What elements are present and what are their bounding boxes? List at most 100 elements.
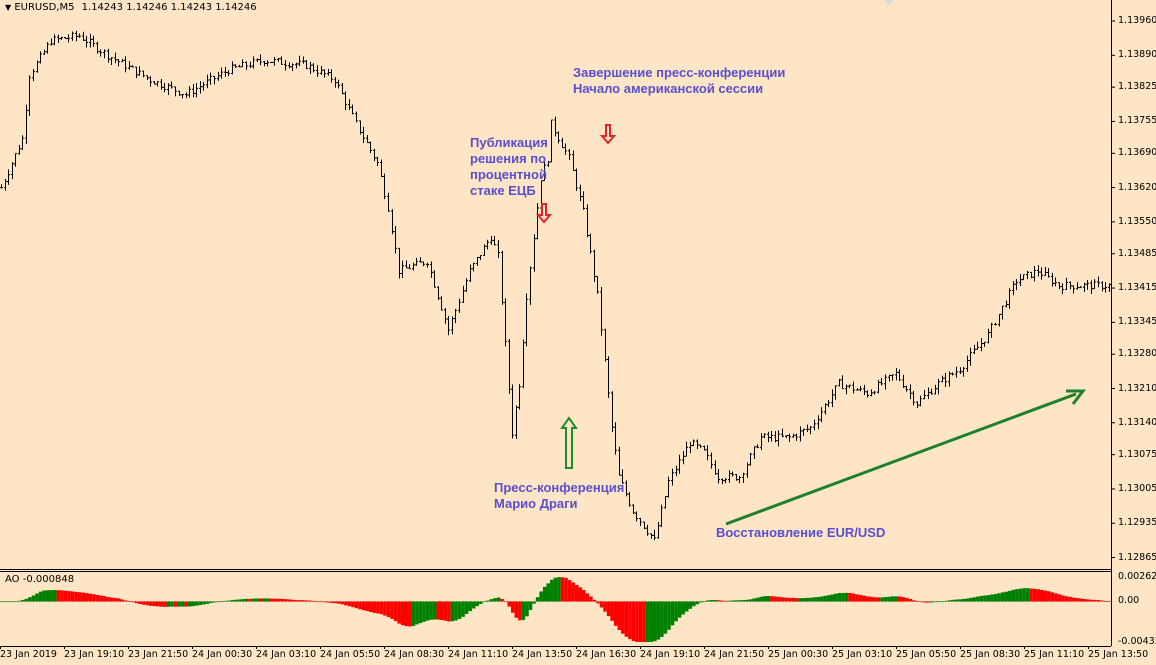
- ao-bar: [471, 601, 476, 609]
- ao-bar: [180, 601, 185, 607]
- ao-bar: [926, 601, 930, 603]
- ao-bar: [873, 597, 877, 602]
- ao-bar: [85, 593, 89, 602]
- ao-bar: [244, 598, 249, 602]
- ao-bar: [390, 601, 394, 619]
- ao-tick-label: 0.002621: [1118, 571, 1156, 582]
- ao-bar: [1022, 588, 1026, 602]
- ao-bar: [567, 580, 572, 602]
- ao-bar: [10, 601, 14, 603]
- ao-bar: [862, 595, 866, 602]
- ao-bar: [152, 601, 156, 607]
- ao-bar: [599, 601, 604, 608]
- ao-bar: [464, 601, 469, 614]
- ao-bar: [202, 601, 206, 605]
- ao-bar: [223, 600, 227, 602]
- ao-bar: [905, 597, 909, 602]
- ao-bar: [24, 598, 29, 602]
- ao-bar: [1047, 591, 1051, 602]
- ao-bar: [649, 601, 653, 642]
- time-tick-label: 23 Jan 19:10: [64, 649, 125, 660]
- ao-bar: [777, 596, 781, 602]
- ao-bar: [124, 600, 128, 602]
- ao-bar: [21, 599, 25, 602]
- ao-bar: [1004, 591, 1008, 602]
- ao-bar: [1079, 598, 1083, 602]
- ao-bar: [1107, 601, 1111, 602]
- ao-bar: [606, 601, 611, 617]
- ao-bar: [752, 598, 756, 602]
- time-tick-label: 24 Jan 03:10: [256, 649, 317, 660]
- ao-bar: [1086, 599, 1090, 602]
- ao-bar: [844, 592, 849, 602]
- ao-bar: [702, 601, 707, 602]
- ao-bar: [731, 600, 735, 602]
- ao-bar: [31, 595, 36, 602]
- time-tick-label: 24 Jan 11:10: [448, 649, 509, 660]
- ao-bar: [447, 601, 451, 622]
- ao-bar: [770, 596, 774, 602]
- ao-bar: [425, 601, 430, 621]
- ao-bar: [159, 601, 164, 607]
- ao-bar: [997, 593, 1001, 602]
- ao-bar: [429, 601, 433, 620]
- ao-bar: [713, 600, 717, 602]
- ao-bar: [550, 579, 554, 602]
- ao-bar: [308, 600, 313, 602]
- ao-bar: [642, 601, 646, 642]
- ao-bar: [347, 601, 352, 607]
- ao-bar: [248, 598, 252, 602]
- ao-bar: [944, 600, 948, 602]
- ao-bar: [88, 593, 93, 602]
- ao-bar: [986, 595, 991, 602]
- ao-bar: [837, 593, 842, 602]
- ao-bar: [482, 601, 487, 603]
- ao-bar: [830, 594, 835, 602]
- ao-bar: [35, 593, 39, 602]
- price-tick-label: 1.13415: [1118, 282, 1156, 294]
- ao-bar: [681, 601, 685, 615]
- ao-bar: [773, 596, 778, 602]
- ao-bar: [109, 597, 114, 602]
- ao-bar: [692, 601, 696, 607]
- ao-bar: [106, 596, 110, 602]
- ao-bar: [826, 595, 831, 602]
- ao-bar: [571, 582, 575, 602]
- ao-bar: [759, 596, 764, 602]
- ao-bar: [191, 601, 196, 607]
- time-tick-label: 25 Jan 03:10: [832, 649, 893, 660]
- time-tick-label: 24 Jan 08:30: [384, 649, 445, 660]
- ao-bar: [869, 596, 874, 602]
- price-tick-label: 1.13825: [1118, 81, 1156, 93]
- ao-bar: [258, 598, 263, 602]
- ao-bar: [841, 592, 845, 602]
- ao-bar: [205, 601, 210, 604]
- ao-bar: [393, 601, 398, 622]
- ao-bar: [1093, 599, 1097, 602]
- ao-bar: [734, 600, 739, 602]
- dropdown-triangle-icon[interactable]: ▼: [5, 3, 12, 12]
- ao-bar: [138, 601, 142, 605]
- ao-bar: [116, 598, 121, 602]
- ao-bar: [613, 601, 618, 626]
- ao-bar: [965, 598, 969, 602]
- ao-bar: [400, 601, 405, 626]
- ao-bar: [787, 597, 792, 602]
- ao-bar: [1096, 600, 1101, 602]
- ao-bar: [848, 592, 852, 602]
- ao-tick-label: 0.00: [1118, 595, 1140, 607]
- ao-bar: [1011, 589, 1016, 602]
- annotation-draghi-press: Пресс-конференция Марио Драги: [494, 480, 624, 512]
- ao-bar: [319, 601, 323, 603]
- annotation-line: стаке ЕЦБ: [470, 183, 536, 198]
- ao-bar: [677, 601, 682, 618]
- ao-bar: [461, 601, 465, 617]
- ao-bar: [667, 601, 671, 630]
- ao-bar: [92, 594, 96, 602]
- ao-bar: [624, 601, 629, 637]
- ao-bar: [521, 601, 526, 620]
- ao-bar: [443, 601, 448, 621]
- ao-bar: [198, 601, 203, 606]
